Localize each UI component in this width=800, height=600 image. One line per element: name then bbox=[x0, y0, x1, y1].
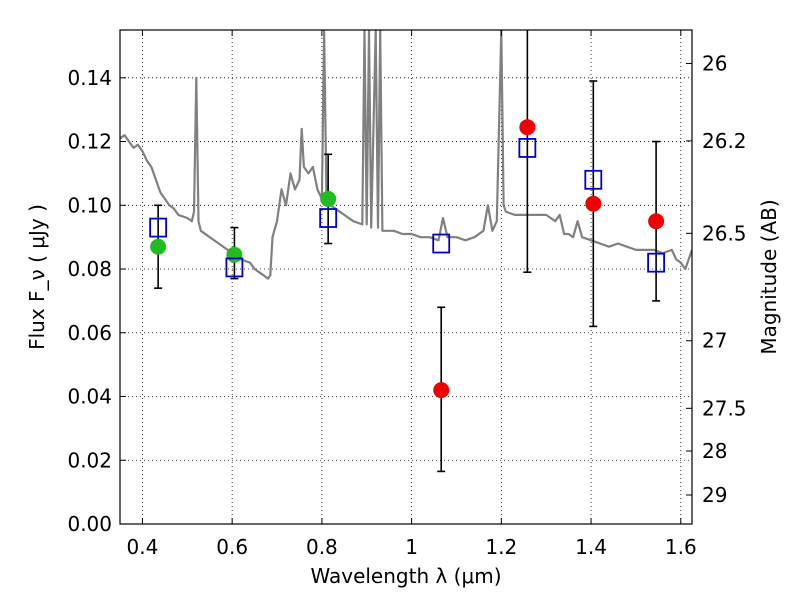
x-axis-label: Wavelength λ (μm) bbox=[310, 564, 501, 588]
y-tick-label: 0.10 bbox=[67, 193, 112, 217]
y-axis-label: Flux F_ν ( μJy ) bbox=[25, 204, 49, 350]
model-point bbox=[647, 252, 666, 273]
right-tick-label: 26.2 bbox=[702, 129, 747, 153]
y-tick-label: 0.12 bbox=[67, 130, 112, 154]
model-point bbox=[432, 233, 451, 254]
model-point bbox=[518, 138, 537, 158]
right-tick-label: 27.5 bbox=[702, 396, 747, 420]
model-point bbox=[319, 208, 338, 228]
x-tick-label: 0.4 bbox=[127, 535, 159, 559]
y-tick-label: 0.04 bbox=[67, 385, 112, 409]
right-axis-label: Magnitude (AB) bbox=[757, 199, 781, 354]
ticks: 0.4 0.6 0.8 1 1.2 1.4 1.6 0.00 0.02 0.04 0.06 0.08 0… bbox=[67, 30, 747, 559]
x-tick-label: 0.8 bbox=[306, 535, 338, 559]
right-tick-label: 27 bbox=[702, 329, 727, 353]
photometry-point bbox=[648, 213, 665, 230]
model-point bbox=[149, 217, 168, 238]
x-tick-label: 1.4 bbox=[575, 535, 607, 559]
y-tick-label: 0.00 bbox=[67, 512, 112, 536]
photometry-point bbox=[519, 119, 536, 136]
x-tick-label: 1.6 bbox=[665, 535, 697, 559]
x-tick-label: 1.2 bbox=[485, 535, 517, 559]
right-tick-label: 28 bbox=[702, 439, 727, 463]
plot-area bbox=[120, 30, 692, 473]
spectrum-line bbox=[120, 30, 692, 280]
photometry-point bbox=[585, 195, 602, 212]
model-point bbox=[225, 257, 244, 278]
photometry-point bbox=[320, 190, 337, 207]
right-tick-label: 26 bbox=[702, 51, 727, 75]
y-tick-label: 0.06 bbox=[67, 321, 112, 345]
photometry-point bbox=[433, 382, 450, 399]
y-tick-label: 0.08 bbox=[67, 257, 112, 281]
model-point bbox=[584, 169, 603, 190]
right-tick-label: 26.5 bbox=[702, 221, 747, 245]
photometry-point bbox=[150, 238, 167, 255]
x-tick-label: 0.6 bbox=[216, 535, 248, 559]
y-tick-label: 0.14 bbox=[67, 66, 112, 90]
x-tick-label: 1 bbox=[405, 535, 418, 559]
photometry-point bbox=[226, 246, 243, 263]
axes-frame bbox=[119, 29, 693, 525]
y-tick-label: 0.02 bbox=[67, 448, 112, 472]
right-tick-label: 29 bbox=[702, 483, 727, 507]
